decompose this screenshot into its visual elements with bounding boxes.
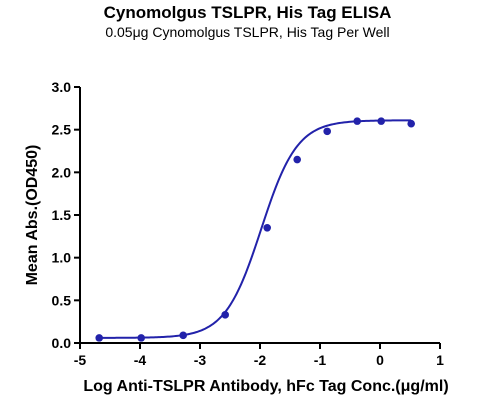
x-tick-label: -2 [254, 352, 267, 368]
x-tick-label: 1 [436, 352, 444, 368]
y-tick-label: 1.0 [52, 250, 72, 266]
x-tick-label: -3 [194, 352, 207, 368]
x-tick-label: -4 [134, 352, 147, 368]
data-point [323, 127, 332, 136]
data-point [95, 334, 103, 342]
data-point [137, 334, 145, 342]
data-points [95, 117, 416, 342]
x-tick-label: -5 [74, 352, 87, 368]
data-point [293, 155, 302, 164]
data-point [179, 331, 187, 340]
y-tick-label: 0.5 [52, 292, 72, 308]
y-tick-label: 0.0 [52, 335, 72, 351]
x-tick-label: -1 [314, 352, 327, 368]
chart-axes [79, 87, 440, 344]
data-point [263, 224, 272, 232]
chart-title: Cynomolgus TSLPR, His Tag ELISA [103, 3, 392, 22]
data-point [407, 119, 416, 128]
chart-subtitle: 0.05μg Cynomolgus TSLPR, His Tag Per Wel… [105, 24, 390, 40]
y-tick-label: 1.5 [52, 207, 72, 223]
fit-curve [99, 119, 412, 339]
y-tick-label: 2.5 [52, 122, 72, 138]
data-point [221, 311, 229, 319]
chart-ticks: -5 -4 -3 -2 -1 0 1 0.0 0.5 1.0 1.5 2.0 2.5 3.0 [52, 79, 445, 368]
x-axis-label: Log Anti-TSLPR Antibody, hFc Tag Conc.(μ… [83, 378, 448, 395]
y-axis-label: Mean Abs.(OD450) [24, 145, 41, 286]
x-tick-label: 0 [376, 352, 384, 368]
y-tick-label: 3.0 [52, 79, 72, 95]
data-point [353, 117, 362, 125]
y-tick-label: 2.0 [52, 164, 72, 180]
data-point [377, 117, 386, 125]
